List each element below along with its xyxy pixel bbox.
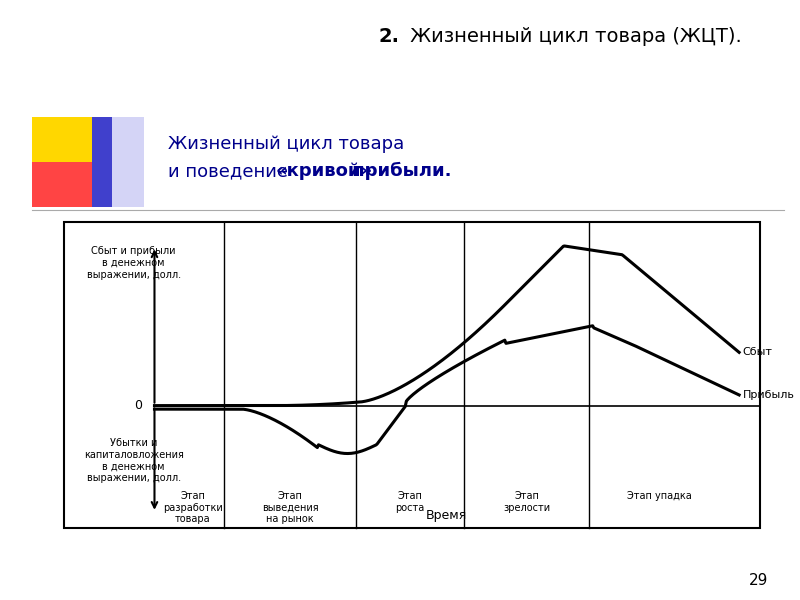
Text: Время: Время <box>426 509 467 522</box>
Text: Этап упадка: Этап упадка <box>626 491 691 501</box>
Text: прибыли.: прибыли. <box>346 162 451 180</box>
Text: и поведение: и поведение <box>168 162 294 180</box>
Text: 29: 29 <box>749 573 768 588</box>
Text: Этап
разработки
товара: Этап разработки товара <box>163 491 222 524</box>
FancyBboxPatch shape <box>32 162 92 207</box>
FancyBboxPatch shape <box>92 117 112 207</box>
Text: Прибыль: Прибыль <box>742 390 794 400</box>
Text: Этап
роста: Этап роста <box>395 491 425 513</box>
FancyBboxPatch shape <box>112 117 144 207</box>
Text: Жизненный цикл товара: Жизненный цикл товара <box>168 135 404 153</box>
Text: Этап
зрелости: Этап зрелости <box>503 491 550 513</box>
Text: Жизненный цикл товара (ЖЦТ).: Жизненный цикл товара (ЖЦТ). <box>404 27 742 46</box>
Text: Сбыт: Сбыт <box>742 347 773 358</box>
Text: 2.: 2. <box>379 27 400 46</box>
Text: Сбыт и прибыли
в денежном
выражении, долл.: Сбыт и прибыли в денежном выражении, дол… <box>86 247 181 280</box>
Text: «кривой»: «кривой» <box>276 162 374 180</box>
Text: Убытки и
капиталовложения
в денежном
выражении, долл.: Убытки и капиталовложения в денежном выр… <box>84 438 183 483</box>
Text: 0: 0 <box>134 399 142 412</box>
FancyBboxPatch shape <box>32 117 92 162</box>
Text: Этап
выведения
на рынок: Этап выведения на рынок <box>262 491 318 524</box>
FancyBboxPatch shape <box>64 222 760 528</box>
